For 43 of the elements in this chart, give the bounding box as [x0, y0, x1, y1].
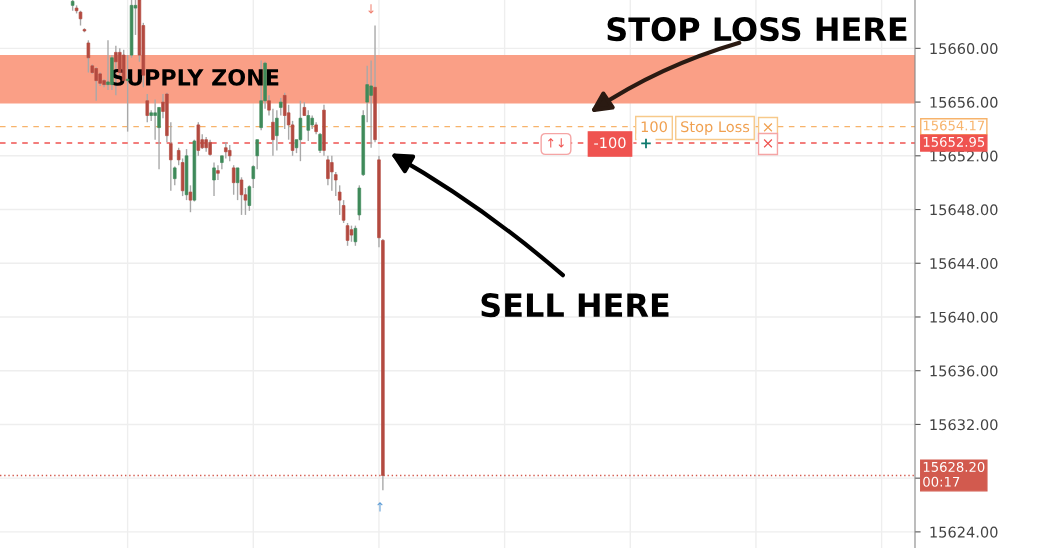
annotation: +: [641, 138, 651, 149]
annotation: ×: [763, 123, 773, 132]
candlestick: [149, 109, 153, 122]
y-tick-label: 15632.00: [930, 419, 998, 431]
candlestick: [330, 155, 334, 192]
candlestick: [306, 109, 310, 142]
annotation: Stop Loss: [681, 121, 750, 136]
candlestick: [153, 98, 157, 141]
candlestick: [251, 164, 256, 189]
candlestick: [298, 100, 303, 162]
annotation: STOP LOSS HERE: [607, 17, 907, 42]
y-tick-label: 15660.00: [930, 43, 998, 55]
y-tick-label: 15624.00: [930, 526, 998, 538]
candlestick: [275, 109, 279, 152]
annotation: ↑↓: [548, 138, 564, 148]
ref-line-label: 15652.95: [923, 136, 985, 147]
candlestick: [255, 138, 259, 170]
candlestick: [247, 184, 252, 212]
ref-line-label: 15628.20 00:17: [923, 461, 985, 487]
y-tick-label: 15652.00: [930, 150, 998, 162]
annotation: SELL HERE: [481, 293, 669, 318]
y-tick-label: 15656.00: [930, 96, 998, 108]
candlestick: [353, 224, 358, 247]
candlestick: [239, 176, 244, 216]
annotation: ↓: [368, 4, 374, 14]
annotation: ↑: [377, 502, 383, 512]
candlestick: [231, 164, 236, 196]
candlestick: [94, 66, 98, 102]
annotation: -100: [594, 137, 626, 149]
annotation: 100: [641, 121, 667, 133]
y-tick-label: 15636.00: [930, 365, 998, 377]
candlestick: [106, 39, 110, 91]
candlestick: [212, 161, 216, 197]
y-tick-label: 15648.00: [930, 204, 998, 216]
candlestick: [326, 155, 330, 187]
candlestick: [145, 93, 149, 123]
y-tick-label: 15640.00: [930, 311, 998, 323]
candlestick: [345, 222, 350, 247]
y-tick-label: 15644.00: [930, 257, 998, 269]
candlestick: [216, 164, 220, 181]
candlestick: [318, 132, 322, 154]
ref-line-label: 15654.17: [923, 120, 985, 131]
annotation: ×: [763, 139, 773, 148]
